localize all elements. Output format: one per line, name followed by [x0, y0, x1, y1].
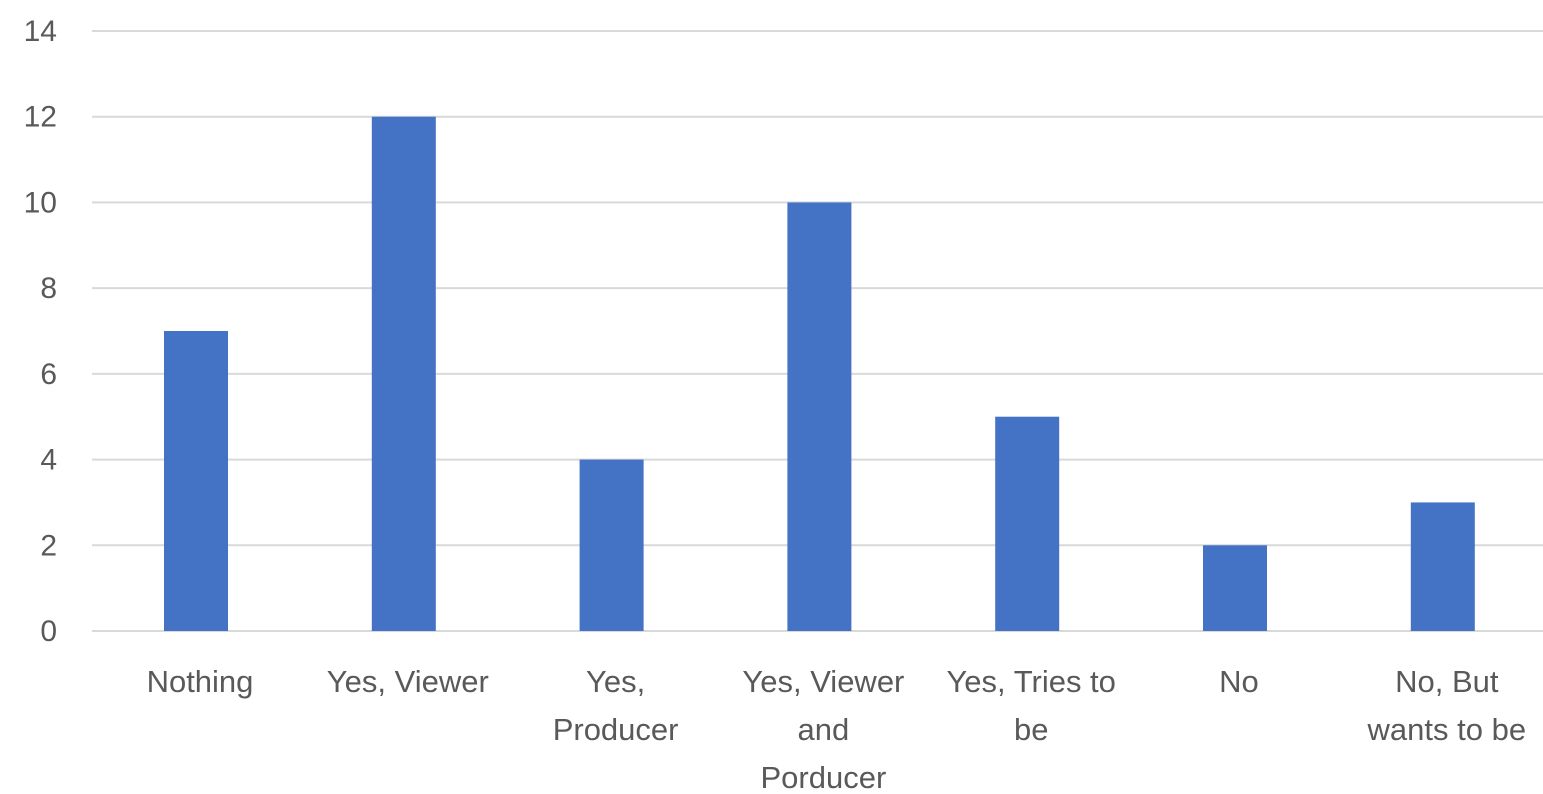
x-category-label: No, But	[1395, 664, 1499, 699]
x-axis-category-labels: Nothing Yes, Viewer Yes, Producer Yes, Viewe…	[147, 664, 1527, 794]
bar	[579, 459, 644, 631]
y-tick-label: 8	[40, 272, 57, 305]
bars	[164, 116, 1475, 631]
x-category-label: wants to be	[1367, 712, 1527, 747]
x-category-label: be	[1014, 712, 1048, 747]
y-tick-label: 6	[40, 358, 57, 391]
y-axis-tick-labels: 0 2 4 6 8 10 12 14	[24, 15, 57, 648]
y-tick-label: 12	[24, 101, 57, 134]
x-category-label: No	[1219, 664, 1259, 699]
x-category-label: Yes, Tries to	[946, 664, 1115, 699]
x-category-label: Yes, Viewer	[742, 664, 904, 699]
x-category-label: Producer	[553, 712, 679, 747]
bar	[164, 331, 228, 631]
bar	[1410, 502, 1475, 631]
bar	[787, 202, 852, 631]
bar	[371, 116, 436, 631]
y-tick-label: 2	[40, 529, 57, 562]
x-category-label: Porducer	[761, 760, 887, 794]
x-category-label: Nothing	[147, 664, 254, 699]
x-category-label: Yes,	[586, 664, 645, 699]
bar	[1203, 545, 1267, 631]
y-tick-label: 4	[40, 444, 57, 477]
x-category-label: and	[798, 712, 850, 747]
y-tick-label: 0	[40, 615, 57, 648]
y-tick-label: 14	[24, 15, 57, 48]
y-tick-label: 10	[24, 186, 57, 219]
bar	[995, 416, 1060, 631]
x-category-label: Yes, Viewer	[327, 664, 489, 699]
